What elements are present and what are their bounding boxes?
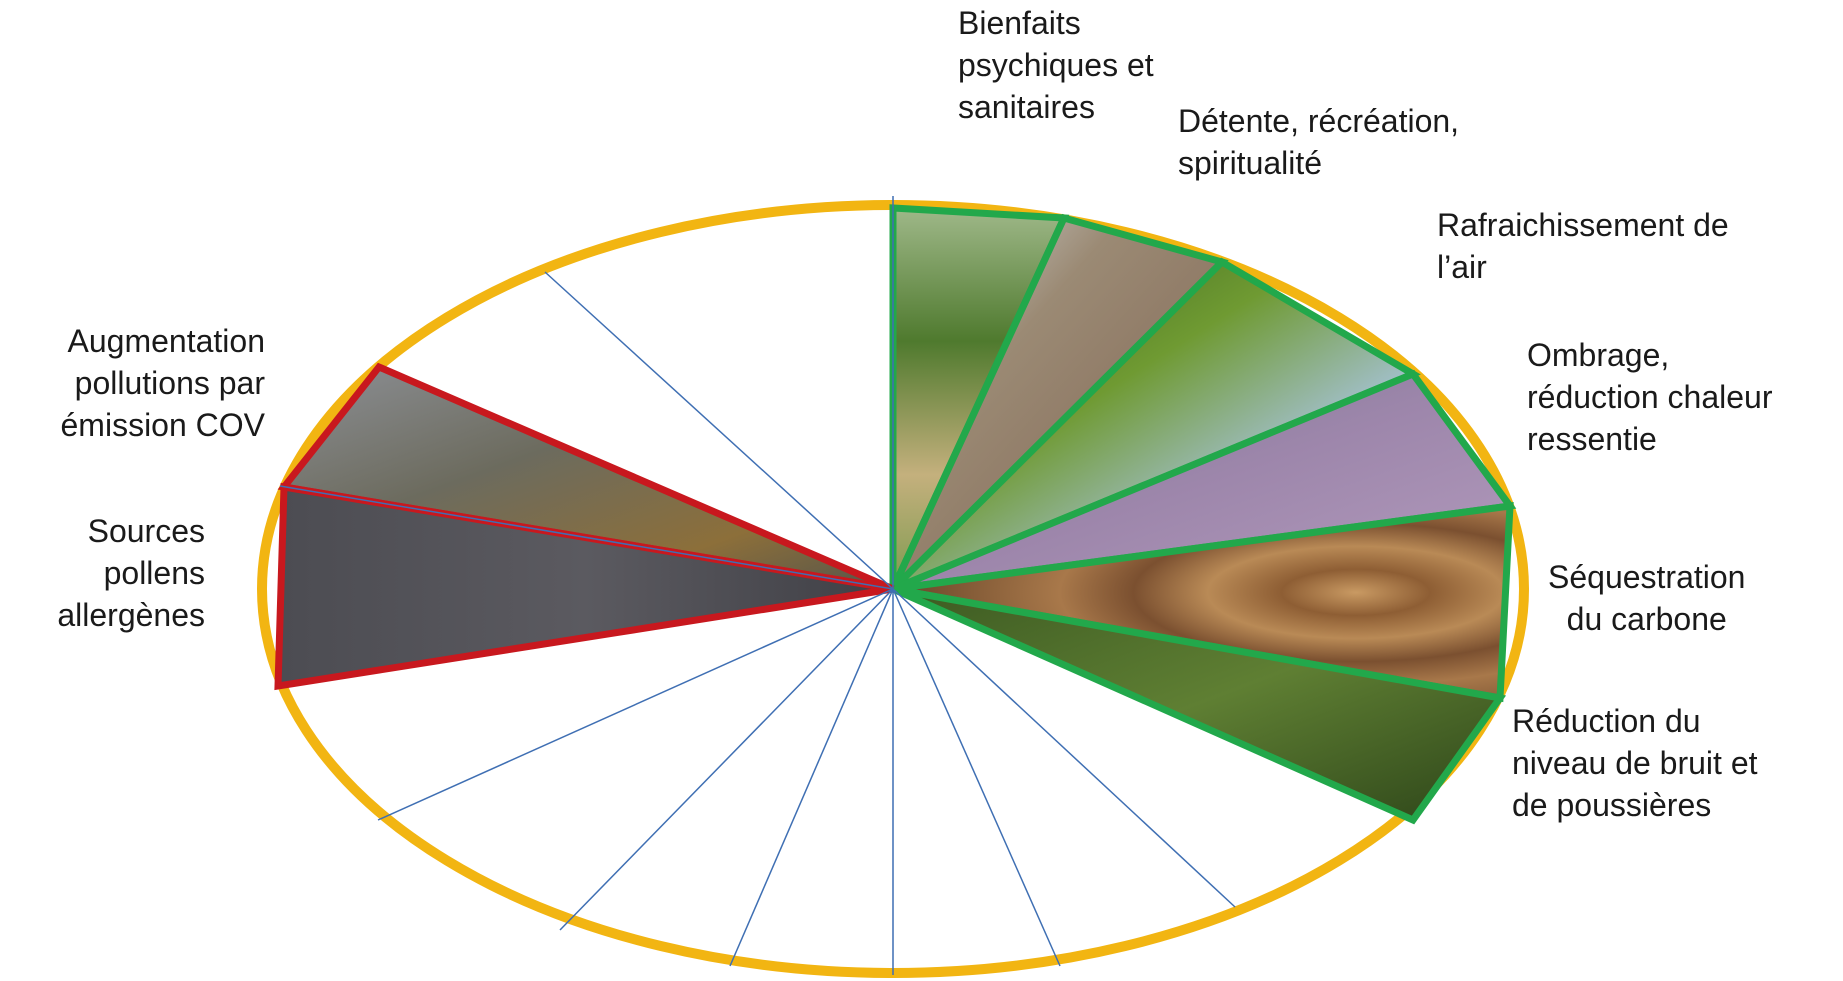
label-rafraichissement-air: Rafraichissement de l’air <box>1437 207 1729 285</box>
label-bienfaits-psychiques: Bienfaits psychiques et sanitaires <box>958 5 1154 125</box>
spoke-line <box>892 588 1061 967</box>
label-augmentation-pollutions: Augmentation pollutions par émission COV <box>60 323 266 443</box>
label-ombrage-chaleur: Ombrage, réduction chaleur ressentie <box>1527 337 1773 457</box>
spoke-line <box>279 485 894 590</box>
wedge-reduction-bruit-forest-undergrowth <box>891 585 1507 825</box>
label-detente-recreation: Détente, récréation, spiritualité <box>1178 103 1460 181</box>
spoke-line <box>377 588 894 821</box>
wheel-spokes <box>279 196 1236 975</box>
spoke-line <box>559 588 894 931</box>
label-reduction-bruit: Réduction du niveau de bruit et de pouss… <box>1512 703 1758 823</box>
label-sequestration-carbone: Séquestration du carbone <box>1548 559 1746 637</box>
spoke-line <box>729 588 894 967</box>
spoke-line <box>892 588 1236 908</box>
spoke-line <box>544 271 894 590</box>
service-wedges <box>274 204 1517 825</box>
label-sources-pollens: Sources pollens allergènes <box>57 513 205 633</box>
